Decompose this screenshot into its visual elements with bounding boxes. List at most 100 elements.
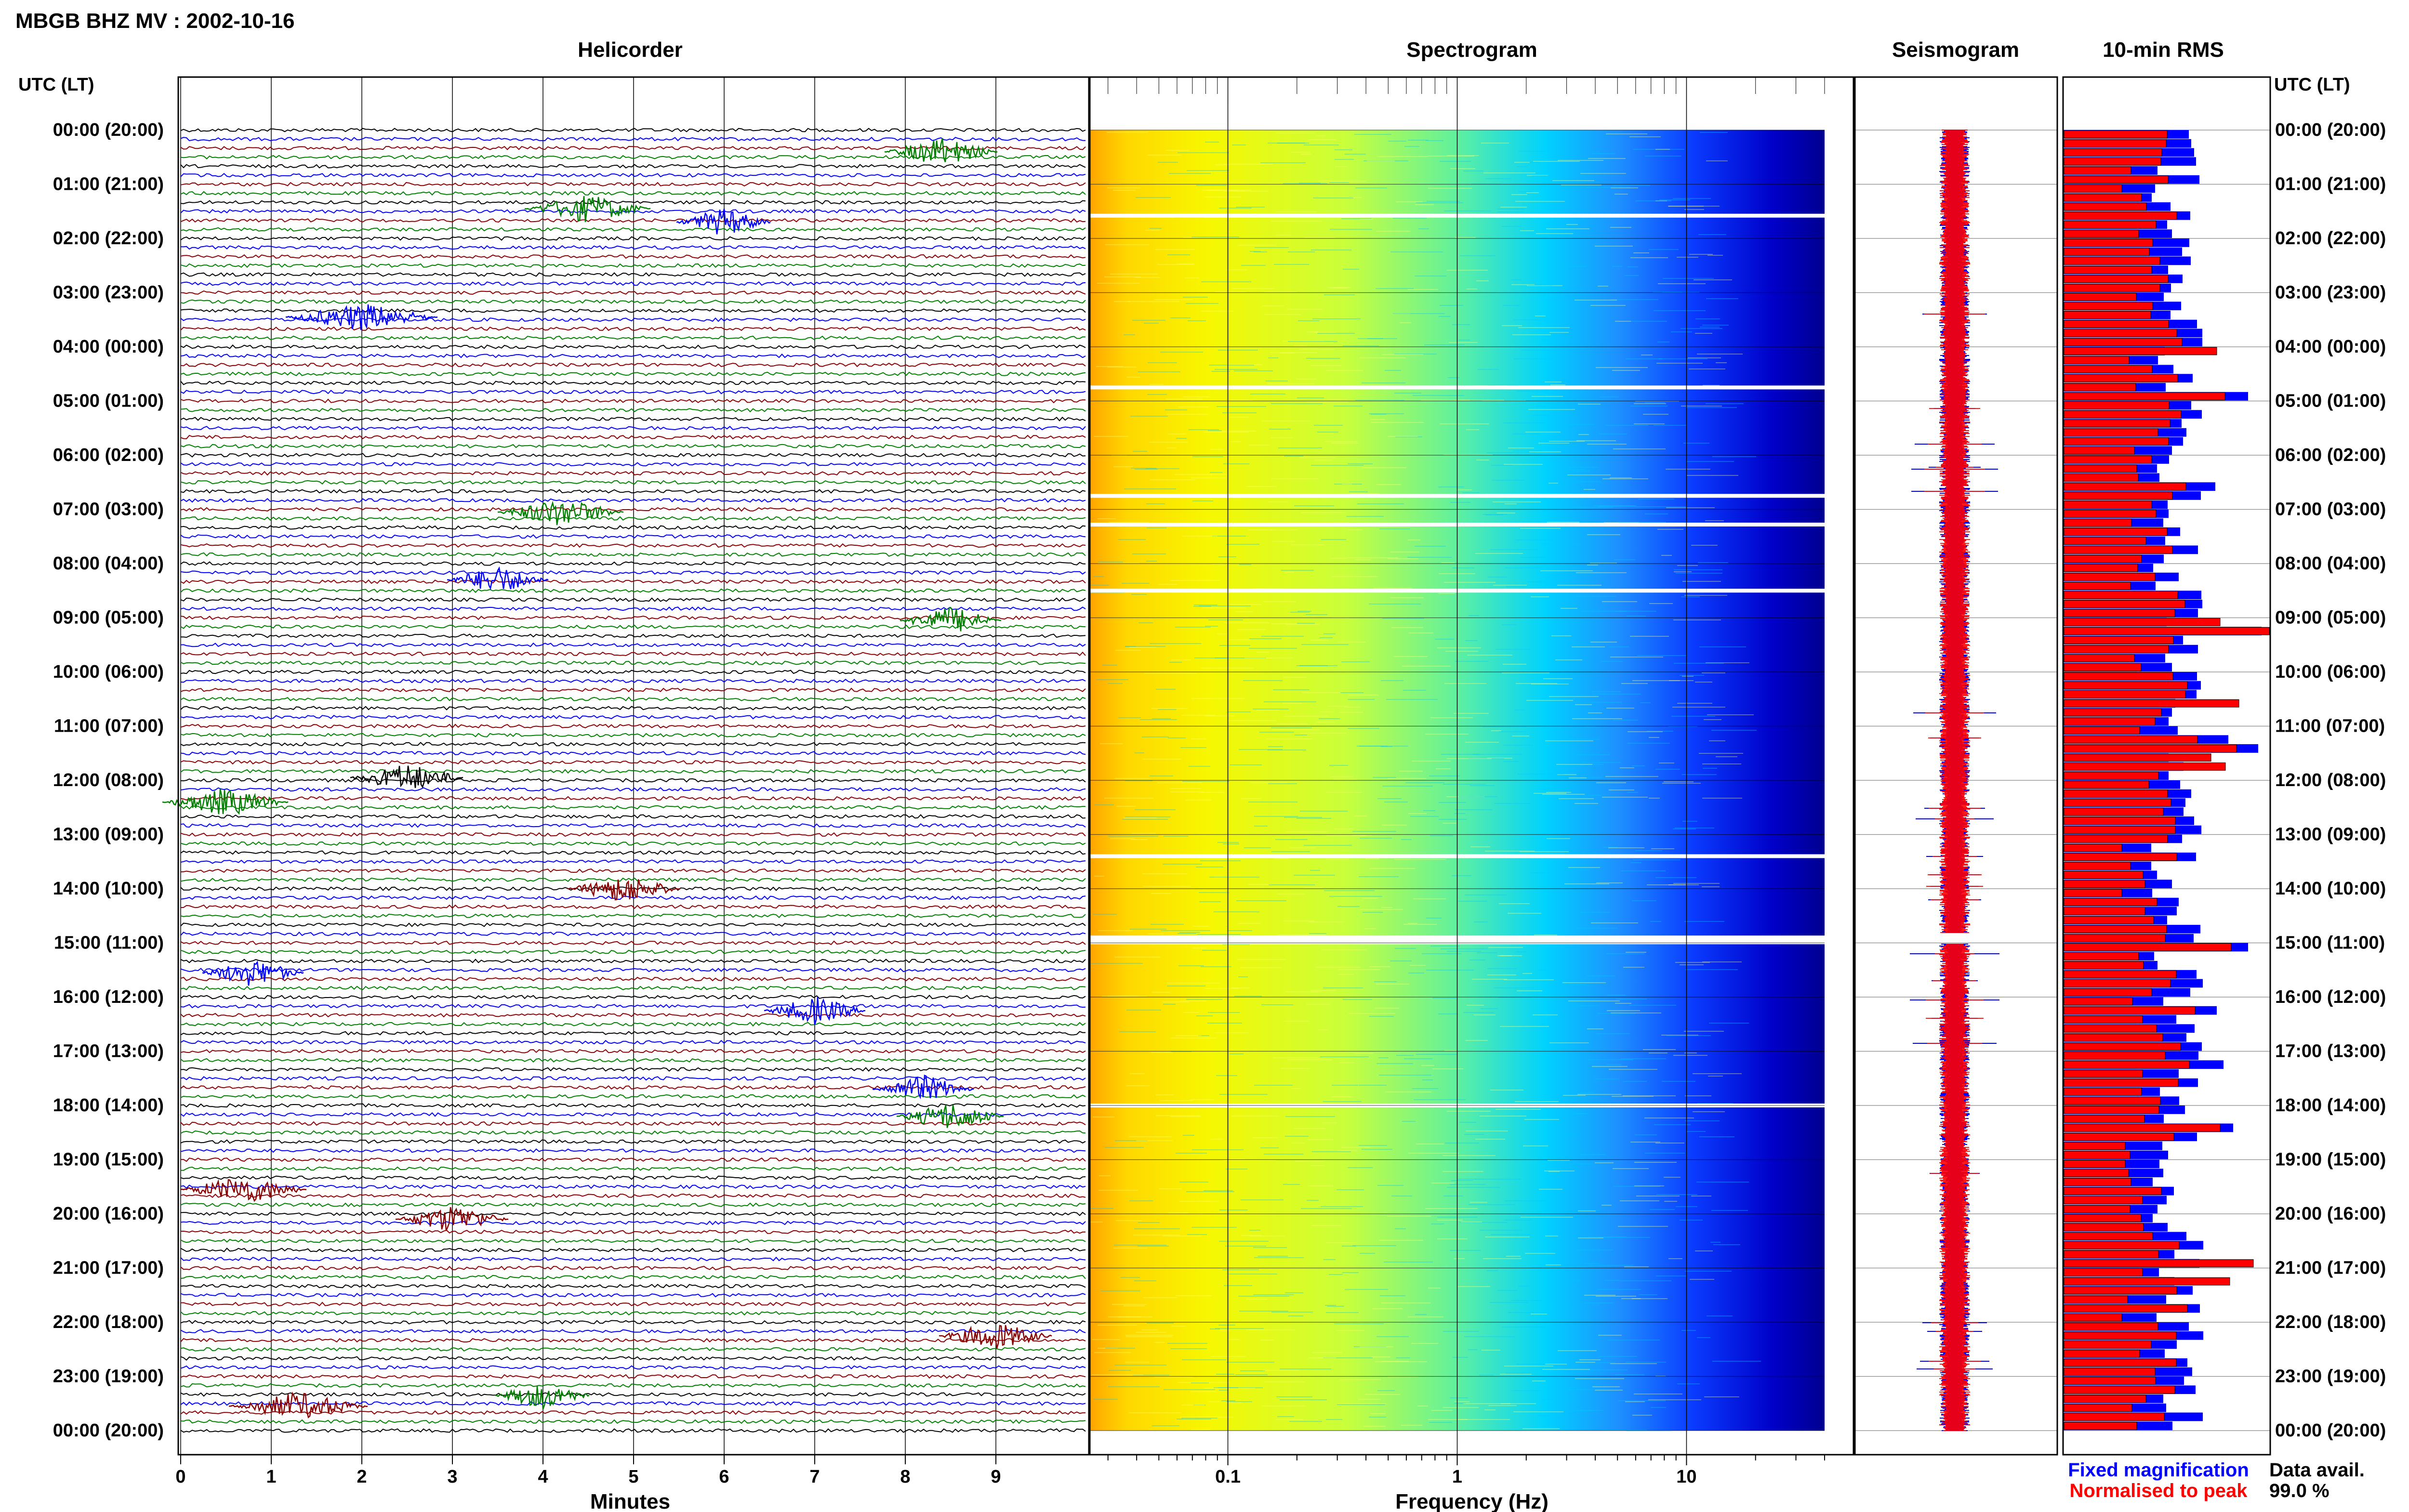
helicorder-event: [447, 566, 549, 591]
spectrogram-noise: [1393, 313, 1410, 314]
spectrogram-noise: [1477, 952, 1497, 953]
spectrogram-noise: [1269, 429, 1291, 430]
spectrogram-noise: [1170, 1116, 1201, 1117]
spectrogram-noise: [1381, 680, 1403, 681]
spectrogram-noise: [1418, 228, 1429, 229]
spectrogram-noise: [1669, 680, 1694, 681]
spectrogram-noise: [1491, 730, 1501, 731]
spectrogram-noise: [1143, 886, 1191, 887]
spectrogram-noise: [1487, 974, 1516, 975]
spectrogram-noise: [1199, 892, 1230, 893]
spectrogram-noise: [1619, 1280, 1671, 1281]
spectrogram-noise: [1566, 224, 1578, 225]
helicorder-trace: [180, 408, 1086, 413]
spectrogram-noise: [1142, 873, 1188, 874]
spectrogram-noise: [1167, 414, 1208, 415]
helicorder-trace: [180, 832, 1086, 837]
spectrogram-noise: [1475, 1179, 1521, 1180]
helicorder-trace: [180, 850, 1086, 855]
helicorder-trace: [180, 381, 1086, 385]
spectrogram-noise: [1363, 160, 1408, 161]
rms-bar-normalised: [2064, 437, 2169, 446]
spectrogram-noise: [1222, 1269, 1259, 1270]
spectrogram-noise: [1497, 1290, 1518, 1291]
spectrogram-noise: [1578, 1210, 1596, 1211]
time-label-right: 21:00 (17:00): [2275, 1258, 2386, 1278]
rms-bar-normalised: [2064, 293, 2137, 301]
spectrogram-noise: [1520, 528, 1561, 529]
spectrogram-noise: [1129, 647, 1157, 648]
spectrogram-noise: [1219, 1330, 1231, 1331]
spectrogram-noise: [1503, 305, 1520, 306]
spectrogram-noise: [1273, 1057, 1320, 1058]
rms-bar-normalised: [2064, 175, 2169, 184]
spectrogram-noise: [1201, 668, 1254, 669]
rms-frame: [2062, 76, 2271, 1456]
helicorder-trace: [180, 1419, 1086, 1424]
spectrogram-noise: [1578, 1237, 1603, 1238]
spectrogram-noise: [1125, 780, 1152, 781]
spectrogram-noise: [1183, 237, 1198, 238]
spectrogram-noise: [1373, 777, 1396, 778]
spectrogram-noise: [1540, 570, 1593, 571]
spectrogram-noise: [1629, 1005, 1676, 1006]
spectrogram-noise: [1415, 1314, 1427, 1315]
time-label-right: 13:00 (09:00): [2275, 825, 2386, 845]
rms-bar-normalised: [2064, 1052, 2166, 1060]
rms-bar-normalised: [2064, 672, 2173, 681]
helicorder-x-tick-label: 4: [538, 1467, 548, 1487]
spectrogram-noise: [1671, 716, 1715, 717]
spectrogram-noise: [1391, 627, 1423, 628]
spectrogram-noise: [1465, 894, 1507, 895]
spectrogram-noise: [1658, 283, 1706, 284]
spectrogram-noise: [1208, 1012, 1240, 1013]
helicorder-trace: [180, 561, 1086, 566]
spectrogram-noise: [1412, 1088, 1438, 1089]
rms-bar-normalised: [2064, 202, 2147, 211]
spectrogram-noise: [1575, 1362, 1595, 1363]
spectrogram-noise: [1473, 754, 1522, 755]
spectrogram-noise: [1299, 665, 1328, 666]
spectrogram-noise: [1506, 586, 1528, 587]
rms-bar-normalised: [2064, 1115, 2145, 1123]
spectrogram-noise: [1218, 1325, 1235, 1326]
spectrogram-noise: [1390, 597, 1424, 598]
spectrogram-noise: [1205, 142, 1219, 143]
spectrogram-noise: [1178, 933, 1196, 934]
time-label-left: 14:00 (10:00): [53, 879, 164, 899]
spectrogram-noise: [1187, 170, 1229, 171]
spectrogram-noise: [1691, 545, 1718, 546]
spectrogram-noise: [1613, 185, 1650, 186]
spectrogram-noise: [1199, 901, 1221, 902]
data-avail-value: 99.0 %: [2269, 1480, 2330, 1501]
spectrogram-noise: [1585, 1302, 1613, 1303]
spectrogram-noise: [1438, 1013, 1458, 1014]
spectrogram-noise: [1488, 385, 1520, 386]
spectrogram-noise: [1685, 1120, 1720, 1121]
spectrogram-noise: [1295, 1161, 1324, 1162]
spectrogram-noise: [1684, 1052, 1697, 1053]
spectrogram-noise: [1513, 1411, 1563, 1412]
rms-bar-normalised: [2064, 1205, 2131, 1213]
spectrogram-noise: [1359, 1085, 1387, 1086]
spectrogram-noise: [1447, 155, 1479, 156]
spectrogram-noise: [1257, 1256, 1288, 1257]
spectrogram-noise: [1348, 529, 1362, 530]
rms-bar-normalised: [2064, 1341, 2152, 1349]
spectrogram-noise: [1711, 1210, 1748, 1211]
helicorder-trace: [180, 182, 1086, 187]
spectrogram-noise: [1562, 984, 1587, 985]
spectrogram-noise: [1211, 371, 1230, 372]
spectrogram-noise: [1488, 577, 1507, 578]
spectrogram-noise: [1219, 1241, 1269, 1242]
spectrogram-noise: [1454, 713, 1489, 714]
spectrogram-noise: [1381, 1302, 1430, 1303]
spectrogram-noise: [1590, 305, 1626, 306]
spectrogram-noise: [1362, 1149, 1392, 1150]
spectrogram-noise: [1158, 584, 1177, 585]
helicorder-trace: [180, 1401, 1086, 1406]
spectrogram-noise: [1182, 781, 1230, 782]
spectrogram-noise: [1453, 567, 1474, 568]
spectrogram-noise: [1377, 156, 1428, 157]
